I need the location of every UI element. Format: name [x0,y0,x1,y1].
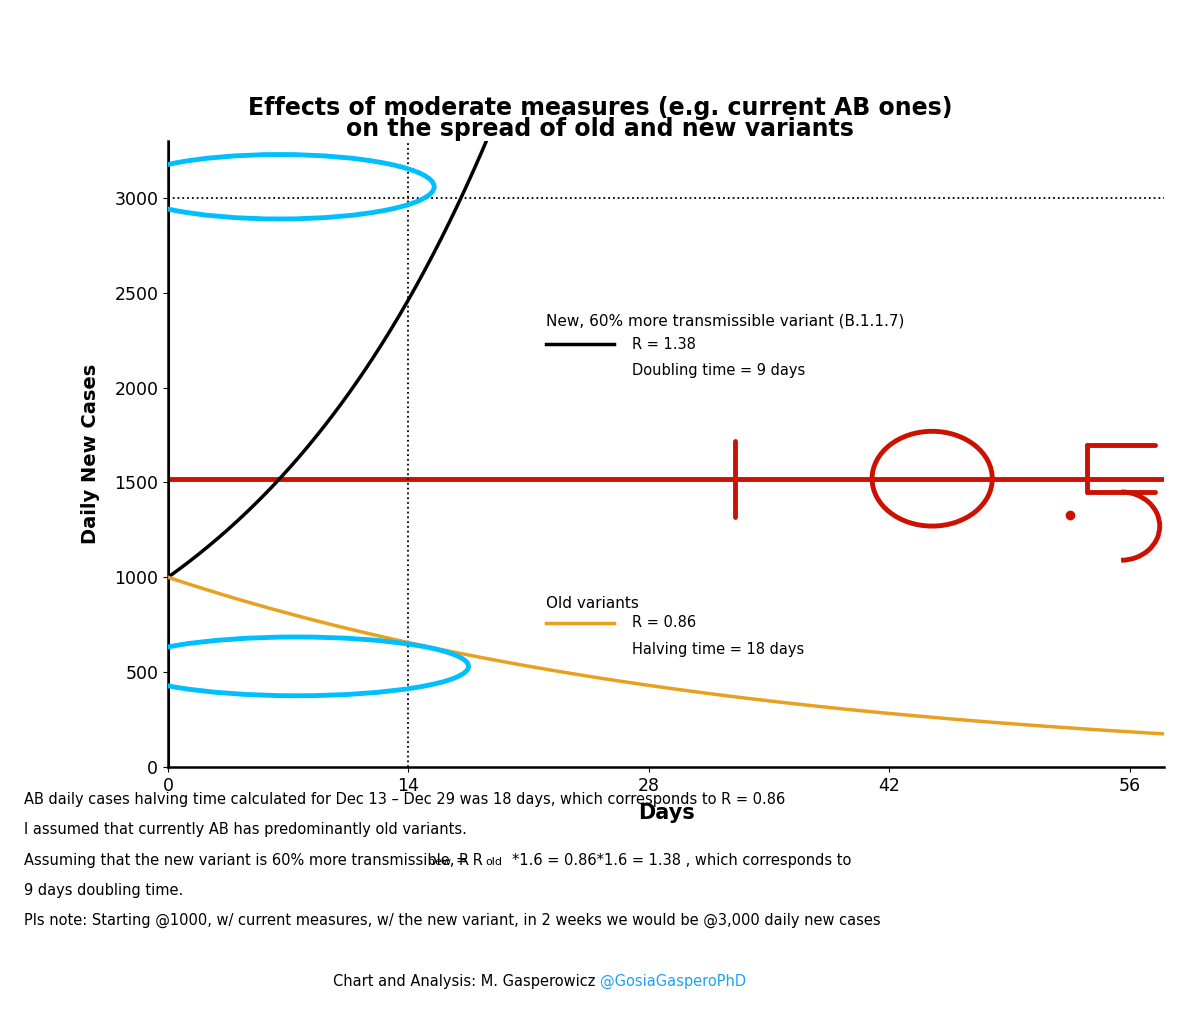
Text: Old variants: Old variants [546,596,638,611]
Y-axis label: Daily New Cases: Daily New Cases [82,364,101,544]
Text: R = 1.38: R = 1.38 [631,337,696,351]
Text: Assuming that the new variant is 60% more transmissible, R: Assuming that the new variant is 60% mor… [24,853,469,868]
Text: *1.6 = 0.86*1.6 = 1.38 , which corresponds to: *1.6 = 0.86*1.6 = 1.38 , which correspon… [511,853,851,868]
Text: Effects of moderate measures (e.g. current AB ones): Effects of moderate measures (e.g. curre… [247,96,953,120]
Text: Pls note: Starting @1000, w/ current measures, w/ the new variant, in 2 weeks we: Pls note: Starting @1000, w/ current mea… [24,913,881,928]
Text: Halving time = 18 days: Halving time = 18 days [631,642,804,657]
Text: Chart and Analysis: M. Gasperowicz: Chart and Analysis: M. Gasperowicz [334,974,600,989]
Text: 9 days doubling time.: 9 days doubling time. [24,883,184,898]
Text: I assumed that currently AB has predominantly old variants.: I assumed that currently AB has predomin… [24,822,467,837]
Text: Doubling time = 9 days: Doubling time = 9 days [631,363,805,378]
Text: new: new [427,857,451,867]
X-axis label: Days: Days [637,803,695,823]
Text: = R: = R [456,853,484,868]
Text: on the spread of old and new variants: on the spread of old and new variants [346,117,854,141]
Text: @GosiaGasperoPhD: @GosiaGasperoPhD [600,974,746,989]
Text: R = 0.86: R = 0.86 [631,615,696,631]
Text: old: old [485,857,503,867]
Text: AB daily cases halving time calculated for Dec 13 – Dec 29 was 18 days, which co: AB daily cases halving time calculated f… [24,792,785,807]
Text: New, 60% more transmissible variant (B.1.1.7): New, 60% more transmissible variant (B.1… [546,314,904,329]
